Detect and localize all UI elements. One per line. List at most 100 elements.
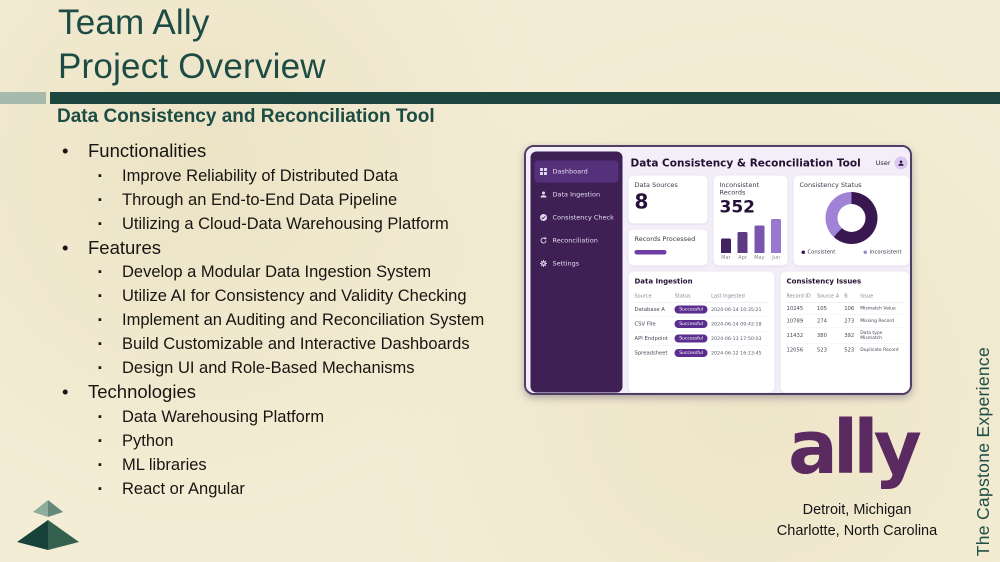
cell-b: 273 [844, 318, 855, 324]
ally-logo: ally [788, 405, 922, 491]
divider-bar [50, 92, 1000, 104]
dashboard-app: Dashboard Data Ingestion Consistency Check… [526, 147, 910, 393]
cell-issue: Duplicate Record [860, 347, 899, 353]
bullet-level1-label: Features [88, 236, 162, 258]
donut-legend: Consistent Inconsistent [800, 249, 904, 255]
inconsistent-records-value: 352 [719, 197, 755, 217]
bullet-dot-icon: • [62, 381, 69, 402]
cell-status: Successful [674, 334, 711, 343]
cell-last-ingested: 2024-06-13 17:50:03 [711, 335, 762, 342]
cell-b: 523 [844, 347, 855, 353]
bar-column: May [754, 225, 765, 261]
cell-last-ingested: 2024-06-12 16:13:45 [711, 350, 762, 356]
bullet-level2-label: Design UI and Role-Based Mechanisms [122, 359, 415, 377]
consistency-status-card: Consistency Status Consistent Inconsisten… [793, 175, 910, 266]
bullet-level2: ▪ Through an End-to-End Data Pipeline [62, 188, 537, 212]
slide-title: Team Ally Project Overview [58, 1, 326, 89]
slide-title-line1: Team Ally [58, 3, 210, 42]
bullet-square-icon: ▪ [98, 266, 102, 278]
bullet-level2-label: Build Customizable and Interactive Dashb… [122, 335, 470, 353]
bullet-level2-label: React or Angular [122, 479, 245, 498]
table-header-row: Source Status Last Ingested [634, 291, 769, 303]
user-chip[interactable]: User [876, 156, 908, 170]
sidebar-item-reconciliation[interactable]: Reconciliation [535, 230, 619, 252]
cell-status: Successful [674, 305, 711, 314]
sidebar-item-data-ingestion[interactable]: Data Ingestion [535, 184, 619, 206]
sidebar-item-dashboard[interactable]: Dashboard [534, 160, 619, 183]
check-circle-icon [540, 214, 548, 222]
cell-status: Successful [674, 320, 711, 328]
table-row: 10789 274 273 Missing Record [786, 315, 904, 328]
bullet-level2-label: Data Warehousing Platform [122, 407, 325, 426]
slide-title-line2: Project Overview [58, 47, 326, 86]
capstone-pyramid-logo [17, 500, 79, 550]
table-row: API Endpoint Successful 2024-06-13 17:50:0… [634, 332, 769, 346]
status-badge: Successful [674, 305, 708, 314]
bullet-level2-label: Through an End-to-End Data Pipeline [122, 190, 398, 209]
bullet-level2: ▪ Python [62, 429, 537, 453]
sidebar-item-label: Data Ingestion [552, 190, 601, 199]
bullet-square-icon: ▪ [98, 217, 102, 230]
bullet-level1: • Features [62, 236, 537, 261]
table-row: Spreadsheet Successful 2024-06-12 16:13:45 [635, 346, 769, 360]
table-row: 10245 105 106 Mismatch Value [786, 303, 904, 315]
legend-dot-icon [801, 250, 805, 254]
bullet-square-icon: ▪ [98, 314, 102, 326]
capstone-vertical-banner: The Capstone Experience [973, 346, 993, 556]
legend-label: Inconsistent [869, 249, 902, 255]
dashboard-screenshot: Dashboard Data Ingestion Consistency Check… [524, 145, 912, 395]
table-row: Database A Successful 2024-06-14 10:35:21 [634, 303, 769, 317]
bar-month-label: May [754, 255, 765, 261]
donut-chart [825, 192, 878, 244]
bullet-square-icon: ▪ [98, 338, 102, 350]
user-avatar-icon[interactable] [894, 156, 908, 170]
bullet-level2-label: Utilizing a Cloud-Data Warehousing Platf… [122, 214, 449, 233]
bullet-square-icon: ▪ [98, 434, 102, 447]
bullet-level2: ▪ Data Warehousing Platform [62, 405, 537, 429]
bullet-level2: ▪ Utilize AI for Consistency and Validity… [62, 284, 537, 308]
sidebar-item-consistency-check[interactable]: Consistency Check [535, 207, 619, 229]
status-badge: Successful [674, 320, 708, 328]
cell-issue: Mismatch Value [860, 306, 896, 311]
sidebar-item-settings[interactable]: Settings [535, 253, 619, 275]
dash-sidebar: Dashboard Data Ingestion Consistency Check… [530, 151, 623, 393]
bar-column: Apr [737, 232, 748, 261]
cell-record-id: 12056 [786, 347, 804, 353]
cell-source-a: 523 [816, 347, 827, 353]
consistency-status-label: Consistency Status [799, 181, 862, 190]
bullet-square-icon: ▪ [98, 169, 102, 182]
ingestion-table-body: Source Status Last Ingested Database A Succe… [634, 291, 769, 361]
cell-source-a: 105 [816, 305, 827, 312]
location-line-2: Charlotte, North Carolina [776, 523, 938, 539]
inconsistent-records-label: Inconsistent Records [719, 181, 760, 197]
company-locations: Detroit, Michigan Charlotte, North Carol… [757, 500, 957, 542]
bullet-level2: ▪ Improve Reliability of Distributed Data [62, 164, 537, 188]
table-header-row: Record ID Source A B Issue [786, 291, 904, 303]
table-row: 12056 523 523 Duplicate Record [787, 344, 904, 356]
bar-mar [720, 238, 731, 253]
dash-header: Data Consistency & Reconciliation Tool U… [629, 153, 910, 174]
bar-may [754, 225, 765, 253]
bullet-square-icon: ▪ [98, 458, 102, 471]
cell-source-a: 274 [816, 318, 827, 324]
cell-b: 392 [844, 332, 855, 339]
legend-item-inconsistent: Inconsistent [863, 249, 902, 255]
sidebar-item-label: Dashboard [552, 167, 588, 176]
cell-source: CSV File [634, 321, 656, 327]
bar-month-label: Jun [772, 255, 781, 261]
bar-chart: Mar Apr May Jun [720, 219, 782, 261]
bullet-level2: ▪ Develop a Modular Data Ingestion System [62, 260, 537, 284]
column-header: Last Ingested [711, 293, 745, 300]
cell-b: 106 [844, 305, 855, 312]
column-header: Status [674, 293, 691, 300]
location-line-1: Detroit, Michigan [802, 502, 912, 518]
bullet-level2-label: Implement an Auditing and Reconciliation… [122, 311, 485, 329]
bullet-level2: ▪ Implement an Auditing and Reconciliatio… [62, 308, 537, 332]
table-row: 11432 380 392 Data type Mismatch [786, 328, 904, 344]
bullet-square-icon: ▪ [98, 290, 102, 302]
gear-icon [540, 260, 548, 268]
refresh-icon [540, 237, 548, 245]
cell-source-a: 380 [816, 332, 827, 339]
status-badge: Successful [674, 349, 708, 357]
